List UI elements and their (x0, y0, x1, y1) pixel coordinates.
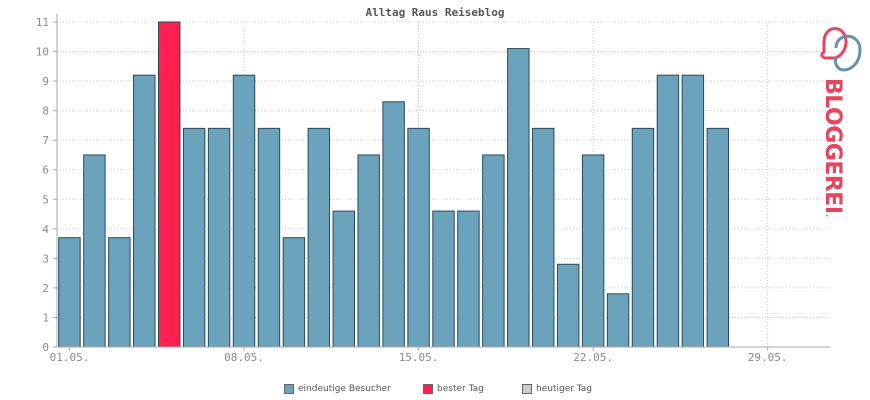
bar-day (133, 74, 156, 348)
axes: 0 1 2 3 4 5 6 7 8 9 10 11 01.05. 08.05. 15.05. 22.05. 29… (36, 14, 830, 364)
y-tick-label: 8 (42, 105, 49, 118)
bar-day (606, 293, 630, 348)
legend-item-visitors: eindeutige Besucher (284, 384, 391, 394)
bloggerei-logo: BLOGGEREI.DE (820, 27, 862, 218)
bar-best-day (157, 21, 181, 348)
x-tick-label: 01.05. (50, 351, 90, 364)
bar-day (631, 127, 655, 348)
legend-swatch-visitors (284, 384, 294, 394)
bar-day (407, 127, 430, 348)
bar-day (207, 127, 231, 348)
y-tick-label: 6 (42, 164, 49, 177)
bar-day (257, 127, 281, 348)
x-tick-label: 22.05. (573, 351, 613, 364)
bar-day (232, 74, 256, 348)
legend-label-today: heutiger Tag (536, 384, 593, 394)
y-tick-label: 5 (42, 193, 49, 206)
logo-mark-icon (820, 27, 862, 72)
x-tick-label: 08.05. (224, 351, 264, 364)
bar-day (108, 237, 131, 348)
bar-day (556, 263, 580, 348)
bar-day (507, 48, 530, 348)
logo-wordmark: BLOGGEREI.DE (820, 78, 845, 218)
bar-day (457, 210, 480, 348)
y-tick-label: 7 (42, 134, 49, 147)
bar-day (182, 127, 206, 348)
x-tick-label: 15.05. (399, 351, 439, 364)
y-tick-label: 1 (42, 311, 49, 324)
y-tick-label: 3 (42, 252, 49, 265)
legend-swatch-today (522, 384, 532, 394)
chart-title: Alltag Raus Reiseblog (365, 6, 504, 19)
x-tick-label: 29.05. (748, 351, 788, 364)
bar-day (482, 154, 505, 348)
bar-day (83, 154, 106, 348)
bar-day (382, 101, 405, 348)
bar-day (706, 127, 730, 348)
bar-day (681, 74, 705, 348)
y-tick-label: 0 (42, 341, 49, 354)
y-tick-label: 10 (36, 46, 49, 59)
legend-item-best-day: bester Tag (423, 384, 484, 394)
bar-chart: Alltag Raus Reiseblog 0 1 2 3 4 5 6 7 8 9 10 11 01.0… (36, 6, 830, 364)
bar-day (432, 210, 455, 348)
bar-day (532, 127, 555, 348)
bar-day (332, 210, 355, 348)
legend-swatch-best-day (423, 384, 433, 394)
bar-day (307, 127, 331, 348)
y-tick-label: 11 (36, 16, 49, 29)
bar-day (282, 237, 306, 348)
bar-day (58, 237, 81, 348)
legend-label-visitors: eindeutige Besucher (298, 384, 391, 394)
bars (58, 21, 730, 348)
legend-item-today: heutiger Tag (522, 384, 592, 394)
bar-day (581, 154, 605, 348)
y-tick-label: 2 (42, 282, 49, 295)
legend: eindeutige Besucher bester Tag heutiger … (0, 384, 870, 400)
y-tick-label: 9 (42, 75, 49, 88)
y-tick-label: 4 (42, 223, 49, 236)
legend-label-best-day: bester Tag (437, 384, 484, 394)
bar-day (656, 74, 680, 348)
bar-day (357, 154, 380, 348)
